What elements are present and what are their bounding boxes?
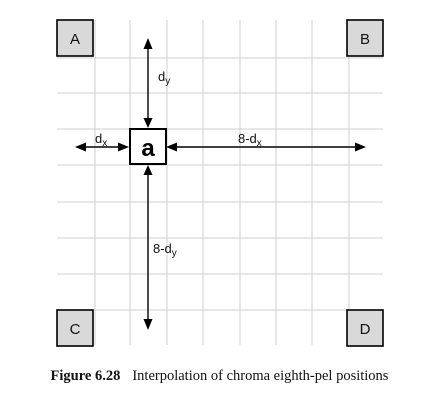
- eight-minus-dy-arrow: [143, 165, 153, 330]
- figure-caption-text: Interpolation of chroma eighth-pel posit…: [132, 368, 389, 384]
- corner-c-label: C: [70, 321, 81, 338]
- corner-c: C: [56, 309, 94, 347]
- interpolation-diagram: A B C D a dy: [56, 19, 384, 347]
- eight-minus-dx-arrow: [166, 142, 366, 152]
- figure-caption: Figure 6.28 Interpolation of chroma eight…: [0, 368, 439, 385]
- interpolated-sample: a: [129, 128, 167, 165]
- corner-b-label: B: [360, 31, 370, 48]
- figure-number: Figure 6.28: [50, 368, 121, 384]
- eight-minus-dy-label: 8-dy: [153, 241, 177, 259]
- dx-label: dx: [95, 131, 107, 149]
- corner-a-label: A: [70, 31, 80, 48]
- corner-d: D: [346, 309, 384, 347]
- dy-label: dy: [158, 69, 170, 87]
- corner-d-label: D: [360, 321, 371, 338]
- corner-a: A: [56, 19, 94, 57]
- dx-arrow: [75, 142, 129, 152]
- corner-b: B: [346, 19, 384, 57]
- grid: [57, 20, 383, 345]
- eight-minus-dx-label: 8-dx: [238, 131, 262, 149]
- dy-arrow: [143, 38, 153, 128]
- center-label: a: [141, 135, 155, 162]
